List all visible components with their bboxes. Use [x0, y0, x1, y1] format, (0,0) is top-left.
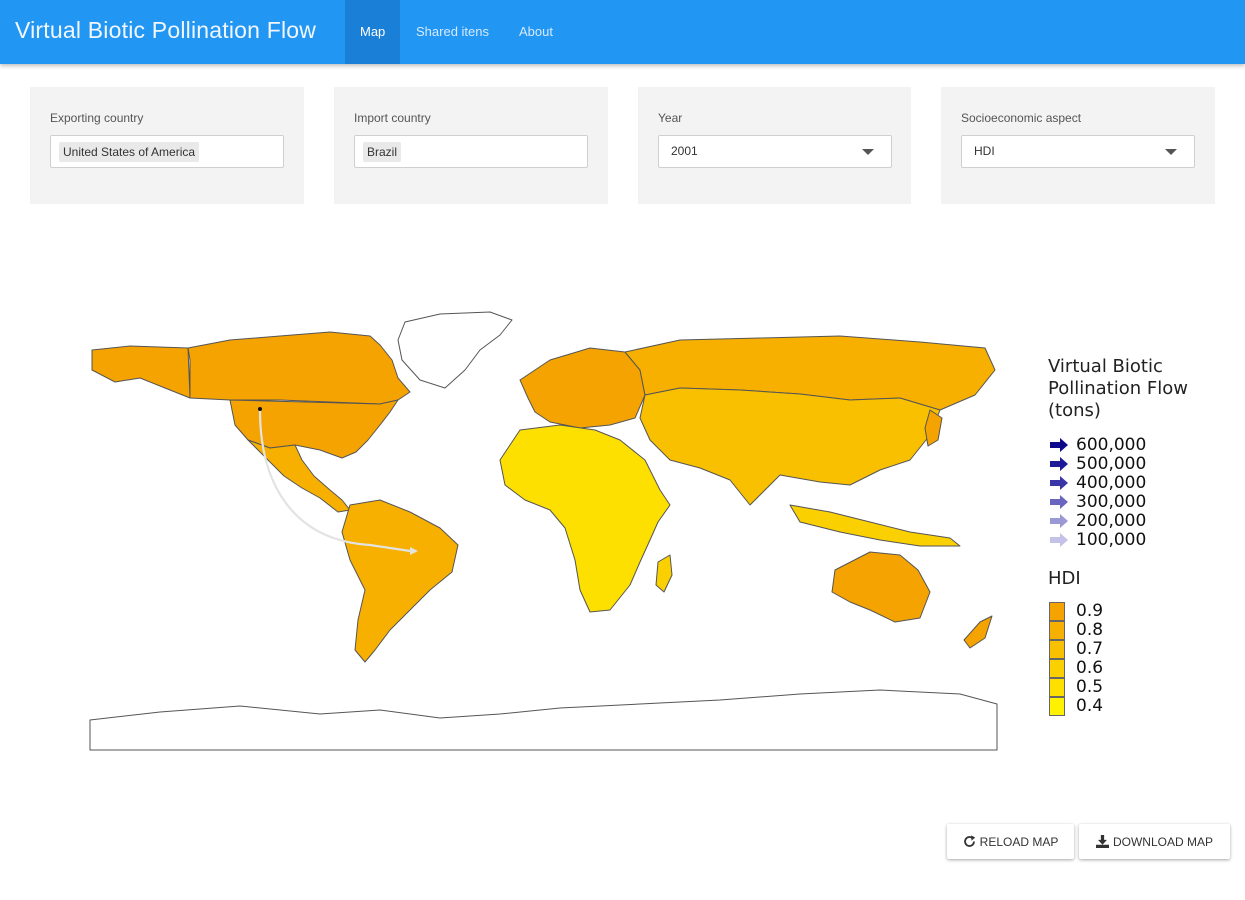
- country-greenland: [397, 311, 513, 389]
- hdi-swatch: [1049, 659, 1065, 678]
- import-country-label: Import country: [354, 111, 431, 125]
- trade-flow-arrowhead: [410, 547, 418, 555]
- country-mexico: [247, 439, 351, 513]
- flow-legend-label: 100,000: [1076, 530, 1147, 550]
- flow-legend-item: 200,000: [1048, 511, 1238, 531]
- year-card: Year 2001: [638, 87, 911, 204]
- trade-flow-line: [258, 409, 411, 553]
- app-title: Virtual Biotic Pollination Flow: [15, 17, 317, 43]
- arrow-right-icon: [1050, 533, 1068, 547]
- map-legend: Virtual Biotic Pollination Flow (tons) 6…: [1048, 356, 1245, 722]
- arrow-right-icon: [1050, 514, 1068, 528]
- flow-legend-item: 600,000: [1048, 435, 1238, 455]
- arrow-right-icon: [1050, 438, 1068, 452]
- hdi-legend-item: 0.9: [1048, 601, 1238, 621]
- hdi-legend-label: 0.8: [1076, 620, 1104, 640]
- arrow-right-icon: [1050, 495, 1068, 509]
- country-usa-alaska: [91, 345, 191, 399]
- hdi-legend-label: 0.7: [1076, 639, 1104, 659]
- flow-legend-label: 200,000: [1076, 511, 1147, 531]
- country-usa: [229, 399, 399, 459]
- download-map-button[interactable]: DOWNLOAD MAP: [1079, 824, 1230, 859]
- exporting-country-label: Exporting country: [50, 111, 144, 125]
- import-country-card: Import country Brazil: [334, 87, 608, 204]
- country-asia: [639, 387, 941, 506]
- hdi-swatch: [1049, 678, 1065, 697]
- tab-about[interactable]: About: [519, 24, 553, 39]
- tab-shared-itens[interactable]: Shared itens: [416, 24, 489, 39]
- download-icon: [1095, 835, 1109, 848]
- hdi-swatch: [1049, 697, 1065, 716]
- hdi-legend-item: 0.5: [1048, 677, 1238, 697]
- download-map-label: DOWNLOAD MAP: [1112, 834, 1213, 849]
- refresh-icon: [963, 835, 975, 847]
- hdi-legend-title: HDI: [1048, 568, 1081, 589]
- world-map: [80, 300, 1010, 760]
- flow-legend-label: 500,000: [1076, 454, 1147, 474]
- hdi-swatch: [1049, 621, 1065, 640]
- exporter-marker: [258, 407, 262, 411]
- reload-map-label: RELOAD MAP: [979, 834, 1059, 849]
- hdi-legend-label: 0.6: [1076, 658, 1104, 678]
- caret-down-icon: [1165, 149, 1177, 155]
- socioeconomic-card: Socioeconomic aspect HDI: [941, 87, 1215, 204]
- country-japan: [924, 409, 943, 447]
- country-europe: [519, 347, 646, 429]
- hdi-legend-item: 0.6: [1048, 658, 1238, 678]
- hdi-swatch: [1049, 602, 1065, 621]
- country-africa: [499, 424, 671, 613]
- flow-legend-title-line2: Pollination Flow (tons): [1048, 378, 1188, 421]
- hdi-legend-item: 0.4: [1048, 696, 1238, 716]
- hdi-legend-label: 0.5: [1076, 677, 1104, 697]
- caret-down-icon: [862, 149, 874, 155]
- country-canada: [187, 331, 411, 405]
- country-brazil-region: [341, 499, 459, 663]
- world-map-svg: [89, 311, 998, 751]
- reload-map-button[interactable]: RELOAD MAP: [947, 824, 1074, 859]
- arrow-right-icon: [1050, 476, 1068, 490]
- flow-legend-title: Virtual Biotic Pollination Flow (tons): [1048, 356, 1245, 422]
- country-new-zealand: [963, 615, 993, 649]
- flow-legend-item: 100,000: [1048, 530, 1238, 550]
- hdi-legend-item: 0.7: [1048, 639, 1238, 659]
- import-country-input[interactable]: Brazil: [354, 135, 588, 168]
- flow-legend-label: 400,000: [1076, 473, 1147, 493]
- flow-legend-item: 500,000: [1048, 454, 1238, 474]
- hdi-legend-label: 0.9: [1076, 601, 1104, 621]
- socioeconomic-select[interactable]: HDI: [961, 135, 1195, 168]
- flow-legend-label: 600,000: [1076, 435, 1147, 455]
- country-madagascar: [655, 554, 673, 593]
- navbar: Virtual Biotic Pollination Flow Map Shar…: [0, 0, 1245, 64]
- antarctica: [89, 689, 998, 751]
- hdi-legend-label: 0.4: [1076, 696, 1104, 716]
- flow-legend-item: 300,000: [1048, 492, 1238, 512]
- import-country-tag[interactable]: Brazil: [363, 142, 402, 162]
- socioeconomic-label: Socioeconomic aspect: [961, 111, 1082, 125]
- hdi-swatch: [1049, 640, 1065, 659]
- flow-legend-item: 400,000: [1048, 473, 1238, 493]
- arrow-right-icon: [1050, 457, 1068, 471]
- flow-legend-title-line1: Virtual Biotic: [1048, 356, 1163, 377]
- tab-map[interactable]: Map: [345, 0, 401, 64]
- flow-legend-label: 300,000: [1076, 492, 1147, 512]
- country-indonesia: [789, 504, 961, 547]
- year-value: 2001: [671, 144, 698, 158]
- year-label: Year: [658, 111, 683, 125]
- socioeconomic-value: HDI: [974, 144, 995, 158]
- exporting-country-input[interactable]: United States of America: [50, 135, 284, 168]
- hdi-legend-item: 0.8: [1048, 620, 1238, 640]
- exporting-country-tag[interactable]: United States of America: [59, 142, 200, 162]
- country-australia: [831, 551, 931, 623]
- year-select[interactable]: 2001: [658, 135, 892, 168]
- exporting-country-card: Exporting country United States of Ameri…: [30, 87, 304, 204]
